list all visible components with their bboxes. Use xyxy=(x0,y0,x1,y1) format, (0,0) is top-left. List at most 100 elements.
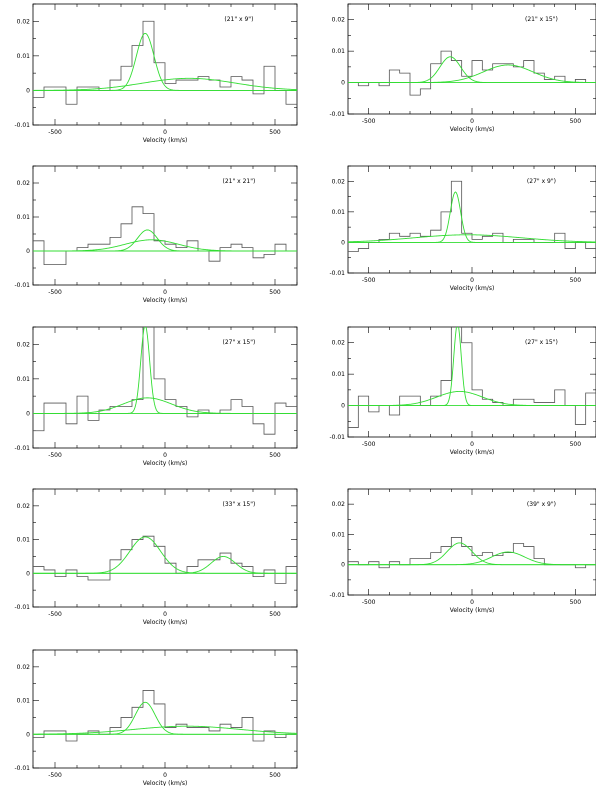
y-tick-label: 0 xyxy=(341,239,345,246)
observed-spectrum xyxy=(33,327,297,435)
x-tick-label: 500 xyxy=(570,118,582,125)
y-tick-label: 0.02 xyxy=(17,664,31,671)
plot-area xyxy=(348,50,596,96)
y-tick-label: 0 xyxy=(26,731,30,738)
x-tick-label: 0 xyxy=(163,289,167,296)
observed-spectrum xyxy=(33,20,297,105)
y-tick-label: 0.02 xyxy=(17,180,31,187)
observed-spectrum xyxy=(348,537,596,569)
x-tick-label: -500 xyxy=(48,772,62,779)
spectrum-panel-1: -500 0 500 -0.01 0 0.01 0.02 Velocity (km/s) (21… xyxy=(14,3,298,144)
x-tick-label: 500 xyxy=(269,772,281,779)
y-tick-label: 0.01 xyxy=(17,214,31,221)
x-tick-label: 0 xyxy=(163,129,167,136)
y-tick-label: 0.01 xyxy=(332,531,346,538)
x-axis-label: Velocity (km/s) xyxy=(143,780,188,786)
y-tick-label: -0.01 xyxy=(14,604,30,611)
gaussian-component-2 xyxy=(33,397,297,414)
x-tick-label: -500 xyxy=(362,599,376,606)
x-tick-label: 0 xyxy=(163,772,167,779)
y-tick-label: 0.01 xyxy=(332,209,346,216)
y-tick-label: 0.02 xyxy=(332,501,346,508)
y-tick-label: -0.01 xyxy=(329,270,345,277)
observed-spectrum xyxy=(348,50,596,96)
x-tick-label: -500 xyxy=(48,452,62,459)
spectrum-panel-8: -500 0 500 -0.01 0 0.01 0.02 Velocity (km/s) (39… xyxy=(329,488,596,614)
gaussian-component-2 xyxy=(33,77,297,91)
aperture-label: (27" x 9") xyxy=(527,178,556,185)
aperture-label: (39" x 9") xyxy=(527,501,556,508)
y-tick-label: 0 xyxy=(26,87,30,94)
aperture-label: (21" x 21") xyxy=(222,178,255,185)
gaussian-component-1 xyxy=(33,327,297,414)
y-tick-label: 0.01 xyxy=(17,376,31,383)
x-axis-label: Velocity (km/s) xyxy=(450,607,495,614)
spectrum-panel-9: -500 0 500 -0.01 0 0.01 0.02 Velocity (km/s) xyxy=(14,649,298,786)
x-tick-label: 0 xyxy=(163,611,167,618)
y-tick-label: -0.01 xyxy=(14,122,30,129)
x-tick-label: 0 xyxy=(470,599,474,606)
x-tick-label: 0 xyxy=(470,118,474,125)
x-tick-label: 500 xyxy=(269,289,281,296)
x-tick-label: -500 xyxy=(362,277,376,284)
x-tick-label: 500 xyxy=(570,599,582,606)
x-tick-label: -500 xyxy=(48,129,62,136)
gaussian-component-2 xyxy=(348,234,596,243)
y-tick-label: 0.02 xyxy=(332,17,346,24)
y-tick-label: 0.01 xyxy=(332,48,346,55)
y-tick-label: 0 xyxy=(341,562,345,569)
x-tick-label: 0 xyxy=(163,452,167,459)
y-tick-label: 0.01 xyxy=(332,371,346,378)
y-tick-label: -0.01 xyxy=(14,282,30,289)
aperture-label: (27" x 15") xyxy=(222,339,255,346)
gaussian-component-1 xyxy=(33,701,297,735)
y-tick-label: 0.01 xyxy=(17,53,31,60)
x-tick-label: 500 xyxy=(269,129,281,136)
y-tick-label: -0.01 xyxy=(329,111,345,118)
gaussian-component-2 xyxy=(348,64,596,84)
aperture-label: (33" x 15") xyxy=(222,501,255,508)
y-tick-label: 0.01 xyxy=(17,698,31,705)
x-tick-label: -500 xyxy=(48,611,62,618)
plot-frame xyxy=(32,165,298,286)
x-tick-label: 500 xyxy=(570,441,582,448)
plot-area xyxy=(33,206,297,265)
x-axis-label: Velocity (km/s) xyxy=(143,460,188,467)
y-tick-label: 0 xyxy=(26,410,30,417)
observed-spectrum xyxy=(33,206,297,265)
x-axis-label: Velocity (km/s) xyxy=(143,297,188,304)
gaussian-component-2 xyxy=(33,239,297,252)
plot-frame xyxy=(347,165,596,274)
plot-frame xyxy=(347,3,596,115)
x-tick-label: -500 xyxy=(362,441,376,448)
x-tick-label: -500 xyxy=(48,289,62,296)
y-tick-label: 0.02 xyxy=(332,178,346,185)
x-tick-label: -500 xyxy=(362,118,376,125)
x-tick-label: 0 xyxy=(470,277,474,284)
y-tick-label: 0.02 xyxy=(17,18,31,25)
y-tick-label: 0.02 xyxy=(17,503,31,510)
plot-area xyxy=(348,180,596,252)
spectrum-panel-5: -500 0 500 -0.01 0 0.01 0.02 Velocity (km/s) (27… xyxy=(14,326,298,467)
y-tick-label: 0 xyxy=(341,80,345,87)
y-tick-label: 0.01 xyxy=(17,537,31,544)
gaussian-component-2 xyxy=(348,390,596,407)
y-tick-label: 0 xyxy=(26,248,30,255)
x-tick-label: 500 xyxy=(570,277,582,284)
plot-area xyxy=(348,537,596,569)
y-tick-label: -0.01 xyxy=(329,434,345,441)
observed-spectrum xyxy=(348,327,596,428)
spectrum-panel-4: -500 0 500 -0.01 0 0.01 0.02 Velocity (km/s) (27… xyxy=(329,165,596,292)
x-axis-label: Velocity (km/s) xyxy=(450,285,495,292)
gaussian-component-2 xyxy=(33,725,297,735)
plot-area xyxy=(33,535,297,584)
plot-frame xyxy=(347,488,596,596)
plot-area xyxy=(348,327,596,428)
x-axis-label: Velocity (km/s) xyxy=(143,137,188,144)
spectrum-panel-6: -500 0 500 -0.01 0 0.01 0.02 Velocity (km/s) (27… xyxy=(329,326,596,456)
spectrum-panel-7: -500 0 500 -0.01 0 0.01 0.02 Velocity (km/s) (33… xyxy=(14,488,298,626)
plot-area xyxy=(33,327,297,435)
gaussian-component-1 xyxy=(348,191,596,243)
spectrum-panel-3: -500 0 500 -0.01 0 0.01 0.02 Velocity (km/s) (21… xyxy=(14,165,298,304)
